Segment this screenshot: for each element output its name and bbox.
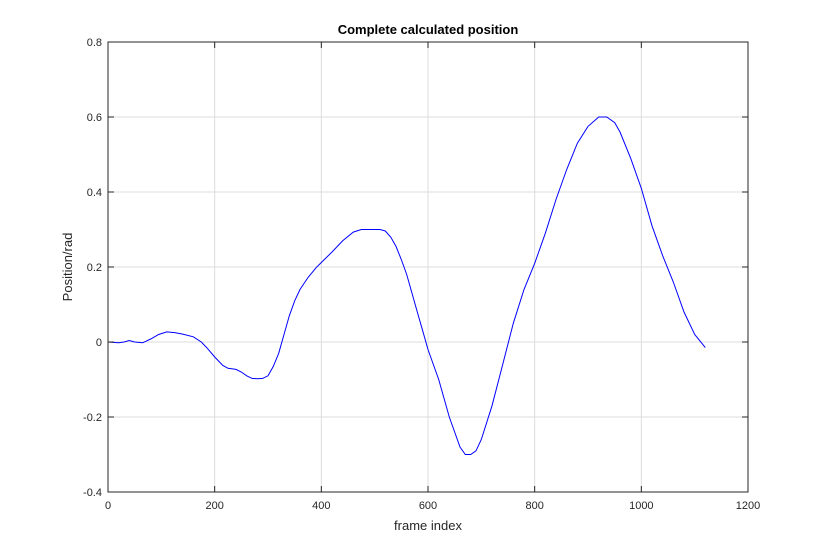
x-axis-label: frame index bbox=[394, 518, 462, 533]
tick-marks bbox=[107, 41, 749, 493]
y-tick-label: 0.4 bbox=[87, 187, 102, 199]
chart-title: Complete calculated position bbox=[338, 22, 519, 37]
x-tick-label: 800 bbox=[525, 500, 543, 512]
x-tick-label: 1000 bbox=[629, 500, 653, 512]
x-tick-label: 400 bbox=[312, 500, 330, 512]
x-tick-labels: 0 200 400 600 800 1000 1200 bbox=[105, 500, 760, 512]
y-tick-label: -0.2 bbox=[83, 412, 102, 424]
y-tick-label: 0 bbox=[96, 337, 102, 349]
y-tick-label: 0.6 bbox=[87, 112, 102, 124]
series-line bbox=[107, 116, 706, 455]
y-tick-label: -0.4 bbox=[83, 487, 102, 499]
x-tick-label: 1200 bbox=[736, 500, 760, 512]
y-tick-label: 0.8 bbox=[87, 37, 102, 49]
y-axis-label: Position/rad bbox=[60, 233, 75, 302]
y-tick-labels: -0.4 -0.2 0 0.2 0.4 0.6 0.8 bbox=[83, 37, 102, 499]
x-tick-label: 600 bbox=[419, 500, 437, 512]
x-tick-label: 200 bbox=[205, 500, 223, 512]
x-tick-label: 0 bbox=[105, 500, 111, 512]
y-tick-label: 0.2 bbox=[87, 262, 102, 274]
